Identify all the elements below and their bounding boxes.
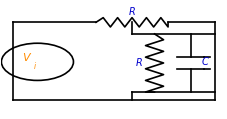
Text: R: R [128,7,135,17]
Text: V: V [22,53,30,63]
Text: R: R [135,58,141,68]
Text: i: i [34,62,36,71]
Text: C: C [201,57,208,67]
